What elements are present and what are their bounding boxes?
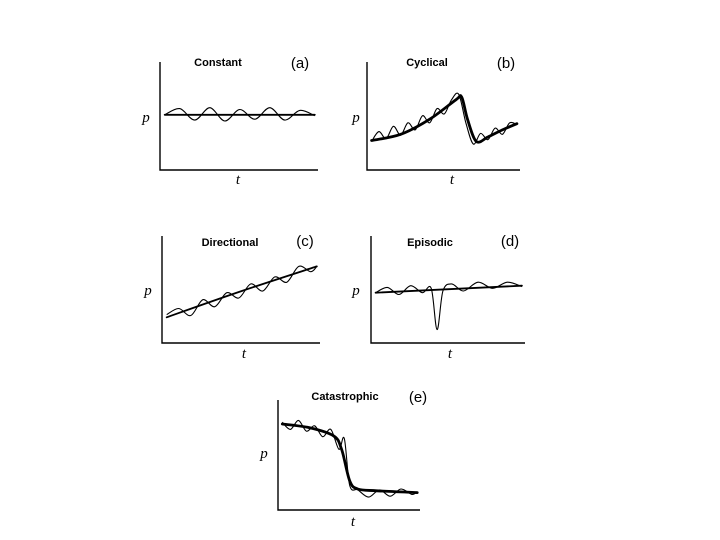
panel-letter: (c) [296, 233, 314, 250]
panel-cyclical: Cyclical (b) p t [351, 55, 520, 188]
panel-letter: (d) [501, 233, 519, 250]
panel-title: Directional [202, 237, 259, 249]
panel-constant: Constant (a) p t [141, 55, 318, 188]
x-axis-label: t [450, 172, 455, 188]
fluctuation-line-constant [164, 107, 316, 122]
panel-title: Constant [194, 57, 242, 69]
fluctuation-line-episodic [375, 281, 523, 331]
x-axis-label: t [242, 346, 247, 362]
panel-letter: (b) [497, 55, 515, 72]
panel-letter: (a) [291, 55, 309, 72]
x-axis-label: t [351, 514, 356, 530]
x-axis-label: t [236, 172, 241, 188]
y-axis-label: p [141, 110, 150, 126]
axes-constant [159, 62, 318, 171]
panel-catastrophic: Catastrophic (e) p t [259, 389, 427, 530]
panel-title: Cyclical [406, 57, 448, 69]
y-axis-label: p [351, 283, 360, 299]
panel-directional: Directional (c) p t [143, 233, 320, 362]
x-axis-label: t [448, 346, 453, 362]
panel-title: Episodic [407, 237, 453, 249]
axes-directional [161, 236, 320, 344]
y-axis-label: p [351, 110, 360, 126]
y-axis-label: p [143, 283, 152, 299]
axes-cyclical [366, 62, 520, 171]
trend-line-directional [165, 265, 318, 319]
y-axis-label: p [259, 446, 268, 462]
trend-line-catastrophic [280, 422, 419, 494]
axes-episodic [370, 236, 525, 344]
fluctuation-line-cyclical [371, 92, 518, 145]
panel-episodic: Episodic (d) p t [351, 233, 525, 362]
axes-catastrophic [277, 400, 420, 511]
trend-line-episodic [374, 284, 523, 294]
trend-line-cyclical [370, 94, 519, 144]
panel-letter: (e) [409, 389, 427, 406]
fluctuation-line-catastrophic [281, 419, 418, 498]
fluctuation-line-directional [166, 265, 318, 317]
panel-title: Catastrophic [311, 391, 378, 403]
